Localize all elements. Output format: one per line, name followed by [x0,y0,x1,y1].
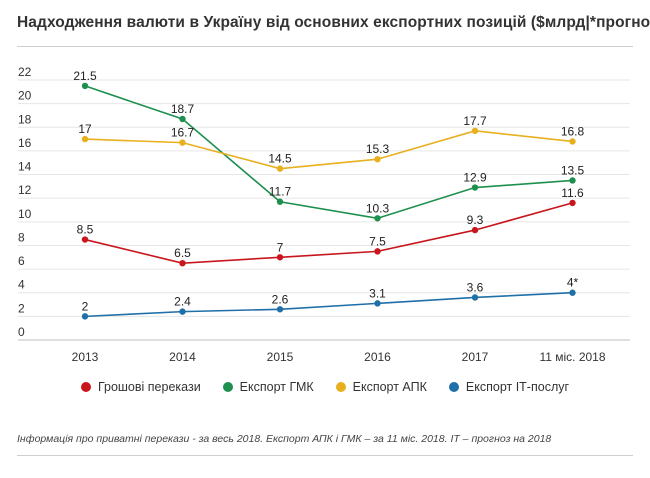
data-point [569,199,576,207]
y-tick-label: 2 [18,301,25,315]
data-label: 4* [567,276,579,290]
data-point [471,226,479,234]
y-tick-label: 4 [18,278,25,292]
legend-marker [335,382,346,392]
data-point [276,198,284,205]
data-point [374,248,381,255]
y-tick-label: 22 [18,65,32,79]
data-point [471,294,479,301]
bottom-divider [17,455,633,456]
data-label: 11.7 [269,185,292,199]
data-point [471,127,479,135]
legend-marker [80,382,91,392]
x-axis: 2013 2014 2015 2016 2017 11 міс. 2018 [72,350,606,364]
data-label: 6.5 [174,246,191,260]
legend-item: Експорт АПК [335,380,427,394]
data-label: 12.9 [463,171,487,185]
y-tick-label: 12 [18,183,32,197]
data-point [374,215,381,222]
footnote: Інформація про приватні перекази - за ве… [17,433,552,445]
x-tick-label: 2015 [267,350,294,364]
data-label: 15.3 [366,142,390,156]
data-point [179,115,186,123]
data-labels: 8.5 6.5 7 7.5 9.3 11.6 21.5 18.7 11.7 10.3 12.9 13.… [73,69,584,313]
series-line [84,202,573,264]
x-tick-label: 2016 [364,350,391,364]
grid-lines [18,79,630,341]
chart-title: Надходження валюти в Україну від основни… [17,14,650,31]
legend-label: Експорт ГМК [239,380,314,394]
series-lines [81,82,576,320]
y-tick-label: 10 [18,207,32,221]
x-tick-label: 11 міс. 2018 [539,350,605,364]
data-label: 11.6 [561,186,584,200]
y-tick-label: 0 [18,325,25,339]
y-tick-label: 16 [18,136,32,150]
data-point [374,155,381,163]
data-point [374,300,381,307]
y-tick-label: 8 [18,230,25,244]
legend-item: Експорт ГМК [222,380,314,394]
data-point [179,139,186,146]
y-axis: 0 2 4 6 8 10 12 14 16 18 20 22 [18,65,32,339]
data-label: 3.1 [369,286,386,300]
data-label: 21.5 [73,69,97,83]
series-line [84,85,573,220]
data-label: 16.7 [171,126,195,140]
data-label: 18.7 [171,102,195,116]
legend-marker [222,382,233,392]
data-label: 7 [277,240,284,254]
data-point [81,313,89,320]
series-line [84,130,573,170]
y-tick-label: 6 [18,254,25,268]
data-point [569,138,576,145]
data-label: 3.6 [467,280,484,294]
top-divider [17,46,633,47]
data-label: 9.3 [467,213,484,227]
data-label: 14.5 [268,152,292,166]
y-tick-label: 14 [18,160,32,174]
x-tick-label: 2014 [169,350,196,364]
data-label: 2 [82,299,89,313]
data-point [569,289,576,296]
data-label: 16.8 [561,124,585,138]
legend-label: Грошові перекази [97,380,201,394]
series-line [84,291,573,318]
data-label: 13.5 [561,163,585,177]
data-point [276,165,284,172]
data-label: 10.3 [366,201,390,215]
y-tick-label: 20 [18,89,32,103]
legend: Грошові перекази Експорт ГМК Експорт АПК Ек… [0,380,650,394]
data-label: 2.4 [174,295,191,309]
data-label: 17.7 [463,114,487,128]
line-chart: 0 2 4 6 8 10 12 14 16 18 20 22 2013 2014 2015 2016 2017… [18,65,630,364]
data-point [276,306,284,313]
data-label: 7.5 [369,234,386,248]
legend-label: Експорт АПК [352,380,427,394]
data-point [81,135,89,143]
data-point [179,259,186,267]
data-label: 2.6 [272,292,289,306]
legend-label: Експорт ІТ-послуг [465,380,570,394]
data-point [179,308,186,315]
legend-marker [448,382,459,392]
data-point [81,82,89,90]
legend-item: Грошові перекази [80,380,201,394]
x-tick-label: 2013 [72,350,99,364]
data-point [471,184,479,191]
data-point [569,177,576,184]
y-tick-label: 18 [18,112,32,126]
legend-item: Експорт ІТ-послуг [448,380,570,394]
data-point [276,254,284,261]
x-tick-label: 2017 [462,350,489,364]
data-point [81,236,89,243]
data-label: 8.5 [77,223,94,237]
data-label: 17 [78,122,92,136]
